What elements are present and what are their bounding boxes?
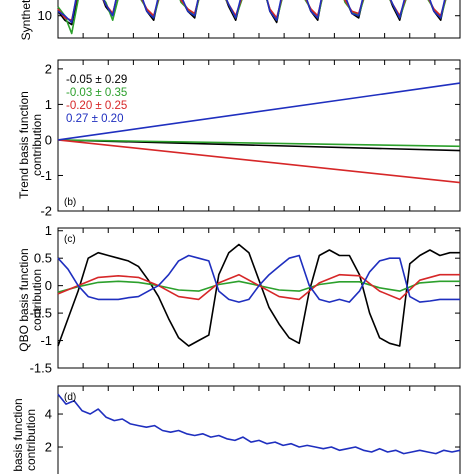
panel-a: 10 20 Synthet — [19, 0, 461, 40]
panel-c: -1.5 -1 -0.5 0 0.5 1 (c) QBO basis functioncont… — [17, 223, 461, 376]
y-tick-label: 4 — [45, 407, 52, 422]
series-line-3 — [57, 82, 461, 141]
y-axis-label-line: a basis function — [11, 398, 25, 474]
series-line-0 — [57, 243, 460, 347]
y-tick-label: 0.5 — [34, 251, 52, 266]
y-axis-label-line: QBO basis function — [17, 248, 31, 351]
plot-frame — [57, 227, 461, 369]
legend-entry: -0.05 ± 0.29 — [66, 74, 127, 86]
y-tick-label: -1 — [40, 333, 52, 348]
series-line-0 — [57, 0, 446, 26]
y-axis-label: Trend basis functioncontribution — [17, 91, 44, 199]
y-tick-label: 2 — [45, 440, 52, 455]
plot-frame — [57, 385, 461, 474]
series-line-1 — [57, 139, 461, 148]
panel-label: (b) — [64, 197, 76, 208]
y-axis-label: QBO basis functioncontribution — [17, 248, 44, 351]
series-line-0 — [57, 393, 461, 455]
y-tick-label: 10 — [38, 8, 52, 23]
series-line-2 — [57, 139, 461, 184]
y-axis-label: Synthet — [19, 0, 33, 40]
panel-d: 0 2 4 (d) a basis functioncontribution — [11, 385, 461, 474]
legend-entry: -0.03 ± 0.35 — [66, 87, 127, 99]
y-tick-label: 0 — [45, 278, 52, 293]
y-tick-label: 0 — [45, 132, 52, 147]
y-tick-label: 1 — [45, 97, 52, 112]
legend-entry: -0.20 ± 0.25 — [66, 100, 127, 112]
y-axis-label: a basis functioncontribution — [11, 398, 38, 474]
y-axis-label-line: contribution — [30, 269, 44, 331]
y-axis-label-line: Synthet — [19, 0, 33, 40]
legend-entry: 0.27 ± 0.20 — [66, 113, 123, 125]
y-tick-label: -1 — [40, 168, 52, 183]
y-tick-label: 20 — [38, 0, 52, 1]
y-tick-label: 2 — [45, 61, 52, 76]
y-axis-label-line: contribution — [24, 409, 38, 471]
y-axis-label-line: Trend basis function — [17, 91, 31, 199]
panel-label: (c) — [64, 234, 76, 245]
series-line-3 — [57, 254, 460, 303]
series-line-3 — [57, 0, 446, 24]
y-axis-label-line: contribution — [30, 114, 44, 176]
panel-b: -2 -1 0 1 2 (b) Trend basis functioncontributi… — [17, 59, 461, 219]
y-tick-label: -2 — [40, 204, 52, 219]
panel-label: (d) — [64, 392, 76, 403]
y-tick-label: -1.5 — [30, 361, 52, 376]
y-tick-label: 0 — [45, 473, 52, 474]
y-tick-label: 1 — [45, 223, 52, 238]
y-tick-label: -0.5 — [30, 306, 52, 321]
